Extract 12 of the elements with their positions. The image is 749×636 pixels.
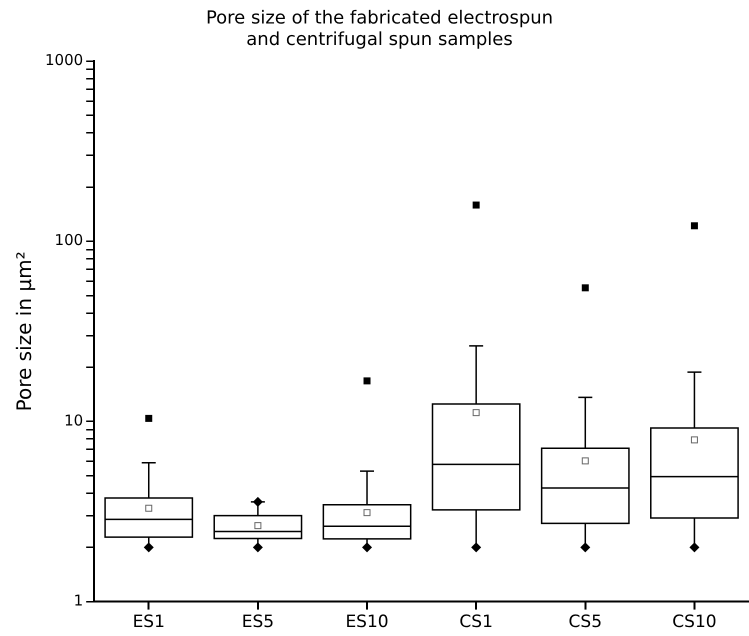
y-tick-label: 10	[64, 411, 84, 430]
x-tick-label: ES5	[242, 612, 274, 632]
x-tick-label: ES10	[345, 612, 389, 632]
y-tick-label: 100	[54, 231, 84, 250]
y-tick-label: 1000	[44, 51, 84, 70]
x-tick-label: CS10	[672, 612, 717, 632]
x-tick-label: CS5	[568, 612, 602, 632]
x-tick-label: CS1	[459, 612, 493, 632]
y-tick-label: 1	[74, 591, 84, 610]
y-axis-title: Pore size in µm²	[12, 251, 36, 412]
x-tick-label: ES1	[132, 612, 165, 632]
chart-title: Pore size of the fabricated electrospun and centrifugal spun samples	[206, 7, 554, 50]
